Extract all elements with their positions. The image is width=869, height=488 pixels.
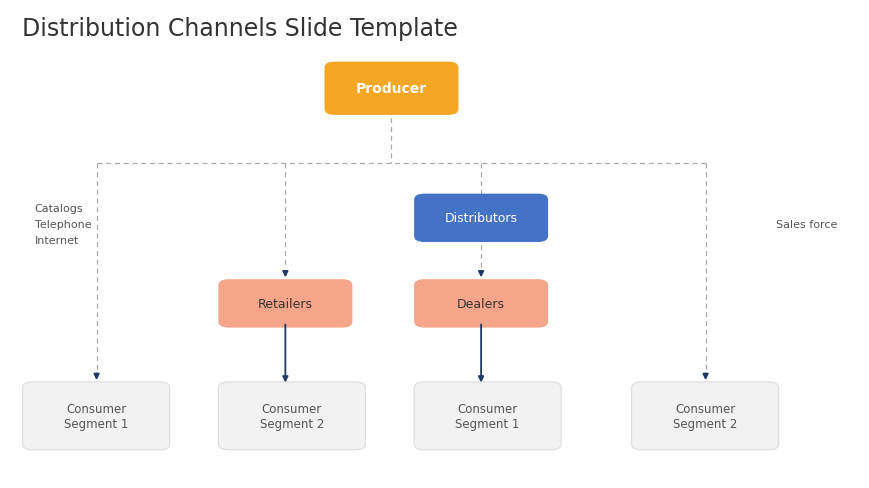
Text: Dealers: Dealers [456, 297, 505, 310]
Text: Distributors: Distributors [444, 212, 517, 225]
Text: Consumer
Segment 2: Consumer Segment 2 [260, 402, 323, 430]
Text: Retailers: Retailers [257, 297, 313, 310]
FancyBboxPatch shape [218, 280, 352, 328]
Text: Consumer
Segment 2: Consumer Segment 2 [673, 402, 736, 430]
Text: Consumer
Segment 1: Consumer Segment 1 [455, 402, 519, 430]
Text: Consumer
Segment 1: Consumer Segment 1 [64, 402, 128, 430]
FancyBboxPatch shape [414, 194, 547, 243]
Text: Sales force: Sales force [774, 220, 836, 229]
FancyBboxPatch shape [414, 280, 547, 328]
FancyBboxPatch shape [414, 382, 561, 450]
Text: Catalogs
Telephone
Internet: Catalogs Telephone Internet [35, 204, 91, 245]
FancyBboxPatch shape [324, 62, 458, 116]
FancyBboxPatch shape [218, 382, 365, 450]
Text: Producer: Producer [355, 82, 427, 96]
Text: Distribution Channels Slide Template: Distribution Channels Slide Template [22, 17, 457, 41]
FancyBboxPatch shape [631, 382, 778, 450]
FancyBboxPatch shape [23, 382, 169, 450]
